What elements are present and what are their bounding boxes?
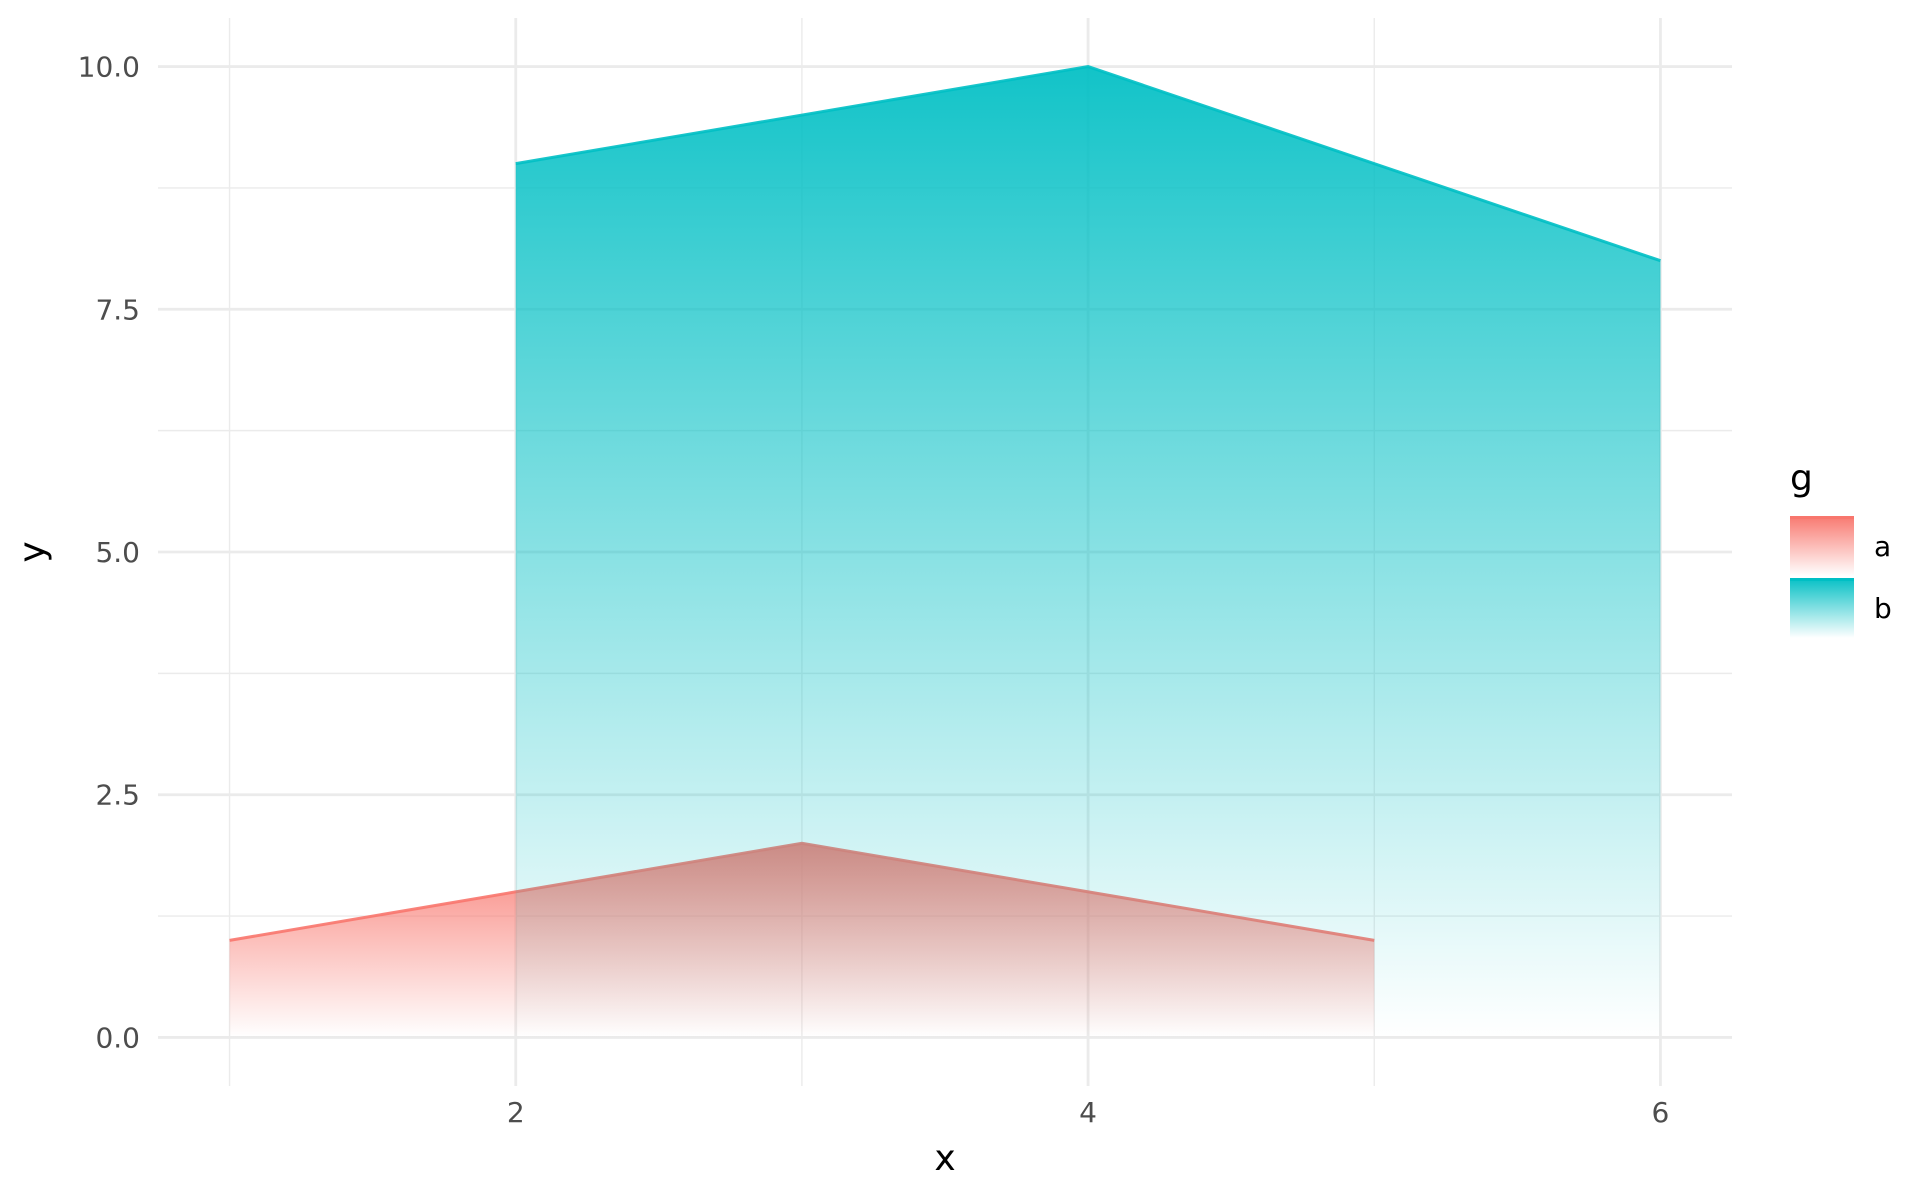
legend-items: ab (1790, 516, 1892, 638)
y-tick-label: 5.0 (95, 536, 140, 569)
area-series-b (515, 66, 1661, 1038)
y-tick-label: 7.5 (95, 293, 140, 326)
x-tick-labels: 2 4 6 (507, 1096, 1670, 1129)
x-tick-label: 4 (1079, 1096, 1097, 1129)
legend-label-b: b (1874, 592, 1892, 625)
line-series-b (515, 65, 1661, 263)
y-tick-label: 10.0 (78, 51, 140, 84)
x-tick-label: 6 (1652, 1096, 1670, 1129)
y-tick-labels: 0.0 2.5 5.0 7.5 10.0 (78, 51, 140, 1055)
x-axis-title: x (934, 1138, 955, 1179)
legend-key-a (1790, 516, 1854, 576)
area-series (229, 65, 1661, 1038)
legend-key-b (1790, 578, 1854, 638)
x-tick-label: 2 (507, 1096, 525, 1129)
y-tick-label: 2.5 (95, 779, 140, 812)
legend-label-a: a (1874, 530, 1891, 563)
y-tick-label: 0.0 (95, 1021, 140, 1054)
legend-title: g (1790, 458, 1813, 499)
y-axis-title: y (12, 541, 53, 562)
legend: g ab (1790, 458, 1892, 638)
